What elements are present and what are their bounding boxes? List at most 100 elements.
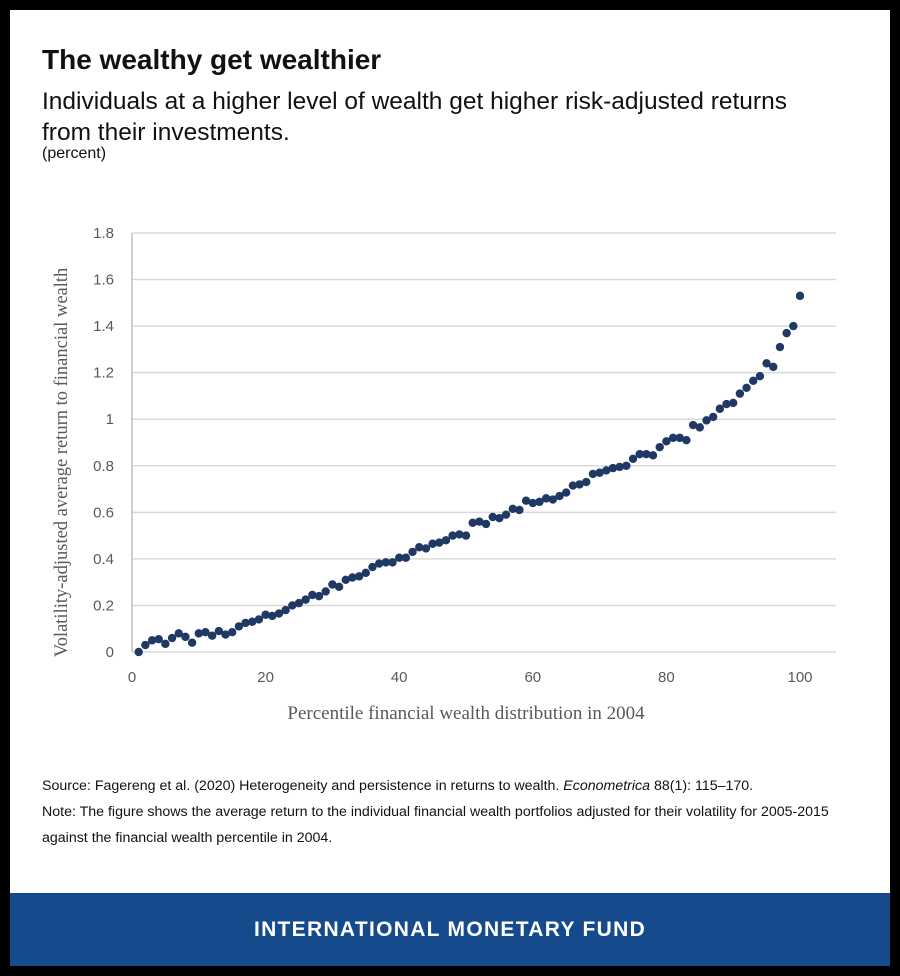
data-point xyxy=(455,530,464,539)
data-point xyxy=(214,626,224,636)
source-citation: 88(1): 115–170. xyxy=(650,778,754,794)
x-axis-label: Percentile financial wealth distribution… xyxy=(287,703,645,724)
data-point xyxy=(154,634,163,644)
data-point xyxy=(314,591,324,601)
y-axis-label: Volatility-adjusted average return to fi… xyxy=(52,268,72,658)
source-journal: Econometrica xyxy=(563,778,651,794)
data-point xyxy=(735,389,745,398)
data-point xyxy=(575,480,584,489)
data-point xyxy=(368,562,377,572)
data-point xyxy=(789,321,798,331)
y-tick-label: 1 xyxy=(106,411,114,428)
data-point xyxy=(341,575,350,585)
data-point xyxy=(749,376,758,386)
source-line: Source: Fagereng et al. (2020) Heterogen… xyxy=(42,773,872,799)
data-point xyxy=(274,609,284,618)
data-point xyxy=(528,498,537,508)
data-point xyxy=(428,539,437,548)
y-tick-label: 1.2 xyxy=(93,365,114,382)
data-point xyxy=(408,547,417,557)
data-point xyxy=(201,628,210,637)
data-point xyxy=(762,359,771,368)
data-point xyxy=(401,553,411,562)
data-point xyxy=(495,513,504,523)
data-point xyxy=(508,504,517,514)
data-point xyxy=(421,544,431,553)
data-point xyxy=(782,328,791,338)
data-point xyxy=(294,598,304,608)
data-point xyxy=(174,629,183,638)
footer-org-name: INTERNATIONAL MONETARY FUND xyxy=(253,917,647,941)
data-point xyxy=(642,449,651,459)
data-point xyxy=(388,558,397,567)
data-point xyxy=(241,618,250,628)
data-point xyxy=(181,632,190,642)
data-point xyxy=(288,601,297,610)
data-point xyxy=(722,399,731,409)
data-point xyxy=(541,494,551,503)
chart-title: The wealthy get wealthier xyxy=(42,44,382,75)
data-point xyxy=(602,466,611,475)
data-point xyxy=(562,488,571,497)
data-point xyxy=(501,510,511,519)
scatter-chart: 0 0.2 0.4 0.6 0.8 1 1.2 1.4 1.6 1.8 0 20 40 60 80 100 Pe… xyxy=(52,225,836,724)
data-point xyxy=(301,595,310,604)
data-point xyxy=(187,638,197,647)
y-tick-label: 1.8 xyxy=(93,225,114,242)
data-point xyxy=(555,491,564,501)
data-point xyxy=(141,640,150,650)
data-point xyxy=(702,416,711,425)
data-point xyxy=(221,630,230,639)
data-point xyxy=(608,463,618,473)
data-point xyxy=(261,610,270,619)
x-tick-label: 0 xyxy=(128,669,136,686)
data-point xyxy=(708,412,718,422)
data-point xyxy=(161,639,170,649)
data-point xyxy=(321,587,330,596)
source-text: Source: Fagereng et al. (2020) Heterogen… xyxy=(42,778,564,794)
data-point xyxy=(695,423,704,432)
x-tick-label: 40 xyxy=(391,669,408,686)
data-point xyxy=(167,633,177,643)
data-point xyxy=(374,559,384,568)
data-point xyxy=(268,611,277,621)
y-tick-label: 0.8 xyxy=(93,458,114,475)
footer-banner: INTERNATIONAL MONETARY FUND xyxy=(10,893,890,966)
data-point xyxy=(769,362,778,372)
x-tick-label: 100 xyxy=(787,669,812,686)
data-point xyxy=(688,420,698,430)
data-point xyxy=(742,383,751,392)
chart-notes: Source: Fagereng et al. (2020) Heterogen… xyxy=(42,773,872,851)
data-point xyxy=(635,449,644,459)
note-text: Note: The figure shows the average retur… xyxy=(42,804,829,846)
data-point xyxy=(435,538,444,547)
data-point xyxy=(461,531,471,540)
data-point xyxy=(381,558,391,567)
data-point xyxy=(615,462,624,472)
data-point xyxy=(675,433,684,443)
data-point xyxy=(622,461,631,470)
data-point xyxy=(682,435,691,445)
data-point xyxy=(481,519,491,529)
data-point xyxy=(234,622,244,631)
x-tick-label: 80 xyxy=(658,669,675,686)
chart-subtitle: Individuals at a higher level of wealth … xyxy=(42,88,787,146)
data-point xyxy=(334,582,344,592)
data-point xyxy=(795,291,805,301)
chart-card: The wealthy get wealthier Individuals at… xyxy=(10,10,890,966)
data-point xyxy=(134,647,143,657)
y-tick-label: 1.6 xyxy=(93,272,114,289)
x-tick-label: 20 xyxy=(257,669,274,686)
data-point xyxy=(668,433,678,443)
data-point xyxy=(147,636,157,645)
data-point xyxy=(582,477,591,487)
data-point xyxy=(715,404,725,413)
data-point xyxy=(488,512,497,522)
data-point xyxy=(194,629,203,638)
data-point xyxy=(207,631,217,640)
data-point xyxy=(228,628,237,637)
data-point xyxy=(475,517,484,526)
y-tick-label: 0.2 xyxy=(93,597,114,614)
data-point xyxy=(521,496,531,505)
data-point xyxy=(548,495,558,504)
